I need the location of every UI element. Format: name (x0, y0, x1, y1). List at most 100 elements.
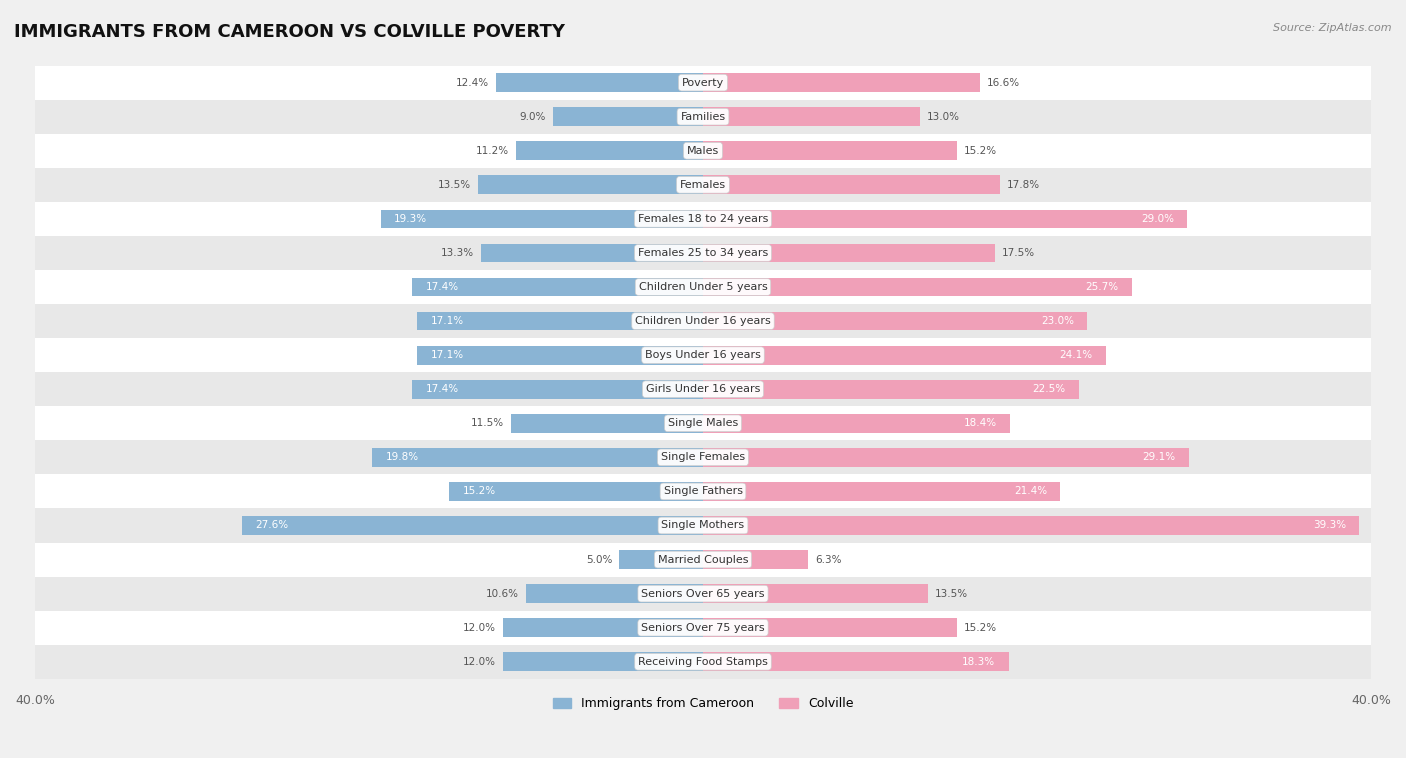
Text: 13.0%: 13.0% (927, 111, 960, 122)
Bar (703, 448, 1189, 467)
Bar (418, 346, 703, 365)
Bar (703, 380, 1078, 399)
Text: Females 18 to 24 years: Females 18 to 24 years (638, 214, 768, 224)
Bar (412, 380, 703, 399)
Text: 13.5%: 13.5% (935, 589, 969, 599)
Bar (703, 142, 957, 160)
Text: Girls Under 16 years: Girls Under 16 years (645, 384, 761, 394)
FancyBboxPatch shape (1, 133, 1405, 168)
Bar (703, 312, 1087, 330)
Text: 29.1%: 29.1% (1143, 453, 1175, 462)
Text: Children Under 5 years: Children Under 5 years (638, 282, 768, 292)
Bar (703, 175, 1000, 194)
Text: 17.4%: 17.4% (426, 282, 458, 292)
FancyBboxPatch shape (1, 304, 1405, 338)
Text: 39.3%: 39.3% (1313, 521, 1346, 531)
Bar (703, 516, 1360, 535)
FancyBboxPatch shape (1, 236, 1405, 270)
Text: Poverty: Poverty (682, 77, 724, 88)
Text: 19.3%: 19.3% (394, 214, 427, 224)
Bar (703, 482, 1060, 501)
Bar (242, 516, 703, 535)
FancyBboxPatch shape (1, 577, 1405, 611)
Bar (703, 243, 995, 262)
Text: 19.8%: 19.8% (385, 453, 419, 462)
Bar (703, 74, 980, 92)
Bar (496, 74, 703, 92)
Text: 29.0%: 29.0% (1142, 214, 1174, 224)
Bar (703, 584, 928, 603)
Bar (478, 175, 703, 194)
Text: Boys Under 16 years: Boys Under 16 years (645, 350, 761, 360)
FancyBboxPatch shape (1, 66, 1405, 99)
FancyBboxPatch shape (1, 645, 1405, 679)
Text: Source: ZipAtlas.com: Source: ZipAtlas.com (1274, 23, 1392, 33)
Text: 22.5%: 22.5% (1032, 384, 1066, 394)
FancyBboxPatch shape (1, 611, 1405, 645)
Text: 16.6%: 16.6% (987, 77, 1019, 88)
Text: 6.3%: 6.3% (815, 555, 841, 565)
Text: Males: Males (688, 146, 718, 155)
Text: 18.4%: 18.4% (965, 418, 997, 428)
Text: 15.2%: 15.2% (963, 623, 997, 633)
FancyBboxPatch shape (1, 406, 1405, 440)
Text: Receiving Food Stamps: Receiving Food Stamps (638, 656, 768, 667)
Text: 27.6%: 27.6% (256, 521, 288, 531)
FancyBboxPatch shape (1, 338, 1405, 372)
Text: Married Couples: Married Couples (658, 555, 748, 565)
Text: 10.6%: 10.6% (486, 589, 519, 599)
Bar (516, 142, 703, 160)
Text: 15.2%: 15.2% (963, 146, 997, 155)
Text: Single Females: Single Females (661, 453, 745, 462)
Text: 5.0%: 5.0% (586, 555, 613, 565)
Text: 12.0%: 12.0% (463, 623, 496, 633)
FancyBboxPatch shape (1, 372, 1405, 406)
Bar (703, 653, 1008, 671)
Bar (703, 209, 1187, 228)
Text: 21.4%: 21.4% (1014, 487, 1047, 496)
Text: Single Mothers: Single Mothers (661, 521, 745, 531)
Text: 11.2%: 11.2% (477, 146, 509, 155)
Text: Single Males: Single Males (668, 418, 738, 428)
Text: Children Under 16 years: Children Under 16 years (636, 316, 770, 326)
Text: 15.2%: 15.2% (463, 487, 496, 496)
FancyBboxPatch shape (1, 168, 1405, 202)
Text: 17.8%: 17.8% (1007, 180, 1040, 190)
FancyBboxPatch shape (1, 202, 1405, 236)
Bar (703, 108, 920, 126)
Text: 17.5%: 17.5% (1002, 248, 1035, 258)
Text: 13.3%: 13.3% (441, 248, 474, 258)
Bar (703, 414, 1011, 433)
Bar (703, 277, 1132, 296)
Text: 23.0%: 23.0% (1040, 316, 1074, 326)
Text: 12.4%: 12.4% (456, 77, 489, 88)
Bar (502, 619, 703, 637)
Text: 18.3%: 18.3% (962, 656, 995, 667)
Bar (620, 550, 703, 569)
Bar (703, 346, 1105, 365)
Text: 9.0%: 9.0% (520, 111, 546, 122)
FancyBboxPatch shape (1, 99, 1405, 133)
Bar (381, 209, 703, 228)
Text: 13.5%: 13.5% (437, 180, 471, 190)
Bar (449, 482, 703, 501)
Text: 17.4%: 17.4% (426, 384, 458, 394)
Text: 11.5%: 11.5% (471, 418, 505, 428)
Bar (703, 619, 957, 637)
Text: 25.7%: 25.7% (1085, 282, 1119, 292)
Bar (703, 550, 808, 569)
Bar (526, 584, 703, 603)
FancyBboxPatch shape (1, 270, 1405, 304)
Text: Seniors Over 65 years: Seniors Over 65 years (641, 589, 765, 599)
Bar (418, 312, 703, 330)
Text: 17.1%: 17.1% (430, 316, 464, 326)
Bar (373, 448, 703, 467)
Text: 12.0%: 12.0% (463, 656, 496, 667)
Bar (553, 108, 703, 126)
Bar (481, 243, 703, 262)
FancyBboxPatch shape (1, 440, 1405, 475)
Bar (502, 653, 703, 671)
Text: Seniors Over 75 years: Seniors Over 75 years (641, 623, 765, 633)
Bar (412, 277, 703, 296)
Text: Families: Families (681, 111, 725, 122)
